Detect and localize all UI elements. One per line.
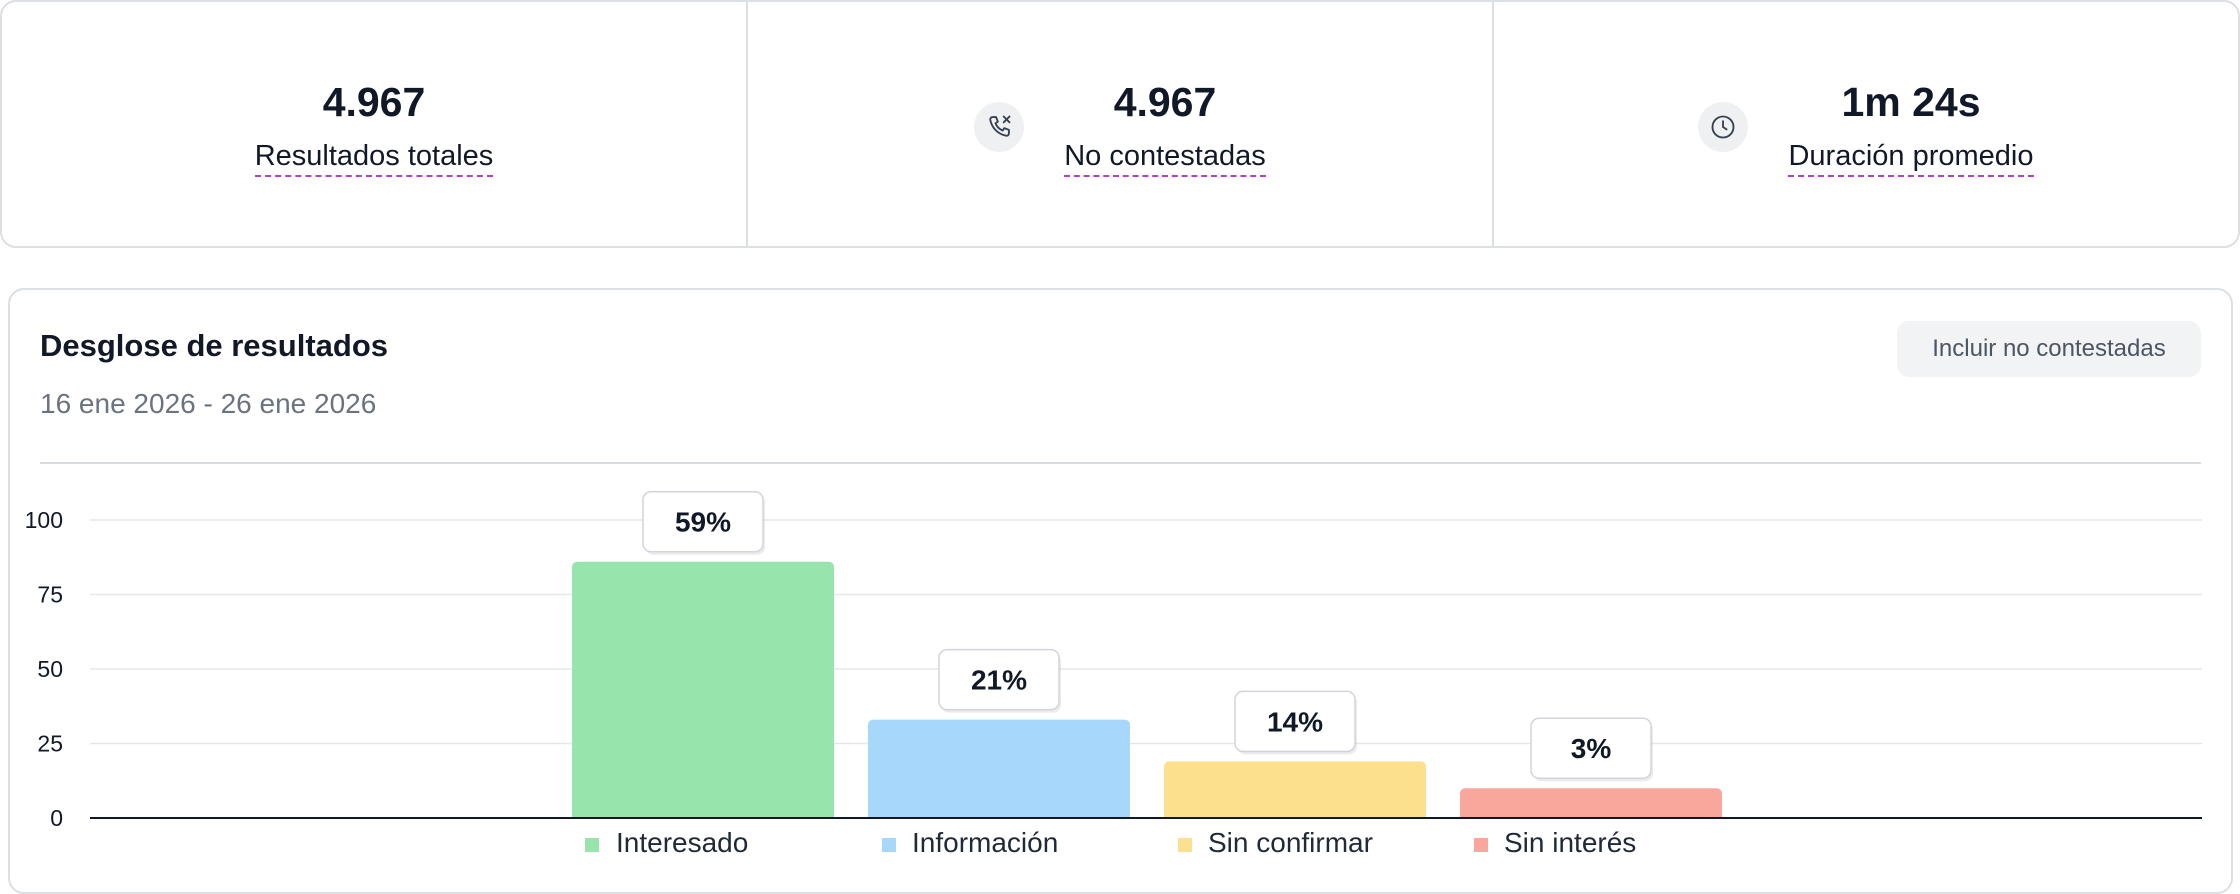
bar: [572, 561, 834, 818]
data-label: 59%: [675, 507, 731, 538]
legend-label: Sin confirmar: [1208, 827, 1373, 858]
legend-label: Información: [912, 827, 1058, 858]
chart-title: Desglose de resultados: [40, 328, 389, 363]
clock-icon: [1698, 102, 1749, 152]
legend-swatch: [1178, 838, 1192, 852]
date-range: 16 ene 2026 - 26 ene 2026: [40, 388, 377, 419]
data-label-box: [938, 648, 1060, 711]
results-breakdown-card: Desglose de resultados 16 ene 2026 - 26 …: [8, 288, 2233, 894]
legend-swatch: [882, 838, 896, 852]
divider: [40, 462, 2201, 464]
kpi-unanswered: 4.967 No contestadas: [746, 2, 1492, 246]
kpi-value: 4.967: [1113, 79, 1217, 125]
kpi-value: 1m 24s: [1841, 79, 1981, 125]
y-tick-label: 100: [25, 507, 63, 533]
data-label: 14%: [1267, 706, 1323, 737]
kpi-label[interactable]: Duración promedio: [1788, 138, 2034, 177]
data-label: 3%: [1571, 733, 1612, 764]
legend-label: Sin interés: [1504, 827, 1636, 858]
legend-swatch: [585, 838, 599, 852]
legend-label: Interesado: [616, 827, 748, 858]
kpi-summary-card: 4.967 Resultados totales 4.967 No contes…: [0, 0, 2240, 248]
bar: [1460, 788, 1722, 818]
y-tick-label: 50: [37, 656, 63, 682]
y-tick-label: 75: [37, 582, 63, 608]
y-tick-label: 0: [50, 805, 63, 831]
bar-chart: 0 25 50 75 100 59% Interesado 21% Información 14%…: [25, 490, 2202, 858]
kpi-value: 4.967: [322, 79, 426, 125]
data-label: 21%: [971, 665, 1027, 696]
data-label-box: [1234, 690, 1356, 753]
y-tick-label: 25: [37, 731, 63, 757]
include-unanswered-button[interactable]: Incluir no contestadas: [1897, 321, 2201, 377]
phone-missed-icon: [974, 102, 1025, 152]
kpi-label[interactable]: No contestadas: [1064, 138, 1266, 177]
kpi-total-results: 4.967 Resultados totales: [2, 2, 746, 246]
kpi-average-duration: 1m 24s Duración promedio: [1492, 2, 2238, 246]
kpi-label[interactable]: Resultados totales: [254, 138, 494, 177]
bar: [868, 719, 1130, 818]
data-label-box: [1530, 717, 1652, 779]
data-label-box: [642, 490, 764, 553]
bar: [1164, 761, 1426, 818]
legend-swatch: [1474, 838, 1488, 852]
